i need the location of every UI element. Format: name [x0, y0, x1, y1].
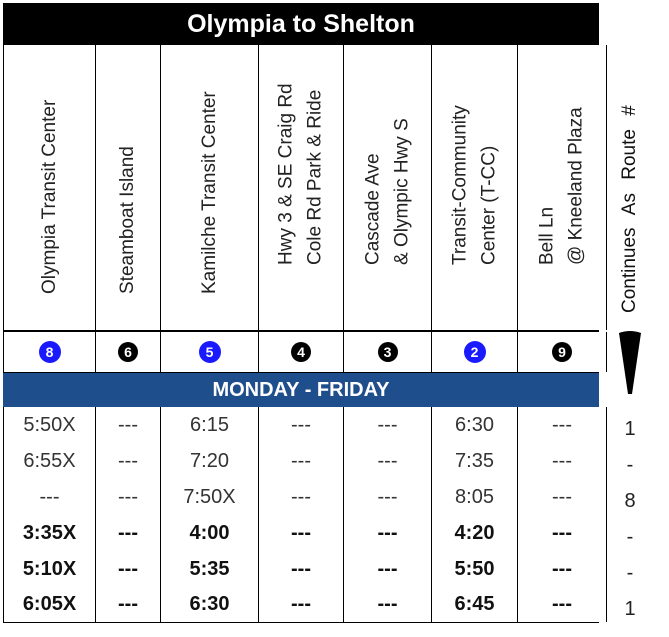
- timepoint-badge: 2: [464, 342, 485, 362]
- departure-time: ---: [96, 443, 161, 479]
- trip-row: 3:35X --- 4:00 --- --- 4:20 ---: [3, 515, 607, 551]
- departure-time: 6:55X: [4, 443, 96, 479]
- stop-name-line: Center (T-CC): [477, 145, 499, 265]
- down-arrow-icon: [619, 331, 641, 394]
- departure-time: ---: [96, 479, 161, 515]
- departure-time: ---: [344, 479, 432, 515]
- departure-time: ---: [344, 443, 432, 479]
- departure-time: 5:10X: [4, 551, 96, 587]
- departure-time: 7:35: [432, 443, 518, 479]
- timepoint-badge: 4: [291, 342, 311, 362]
- trip-row: 5:10X --- 5:35 --- --- 5:50 ---: [3, 551, 607, 587]
- continues-route: 8: [624, 489, 636, 512]
- departure-time: ---: [259, 587, 344, 622]
- departure-time: ---: [518, 479, 607, 515]
- departure-time: ---: [344, 551, 432, 587]
- timetable-title: Olympia to Shelton: [3, 3, 599, 45]
- departure-time: ---: [96, 515, 161, 551]
- continues-route: -: [626, 525, 634, 548]
- timepoint-badge: 8: [39, 342, 60, 362]
- timepoint-badge: 9: [552, 342, 572, 362]
- trip-row: 6:55X --- 7:20 --- --- 7:35 ---: [3, 443, 607, 479]
- departure-time: 6:30: [432, 407, 518, 443]
- timepoint-badge: 3: [377, 342, 398, 362]
- stop-name-line: & Olympic Hwy S: [390, 118, 412, 265]
- timepoint-badge-row: 8 6 5 4 3 2 9: [3, 330, 607, 373]
- departure-time: 5:50X: [4, 407, 96, 443]
- departure-time: ---: [4, 479, 96, 515]
- stop-header: Hwy 3 & SE Craig Rd Cole Rd Park & Ride: [259, 45, 344, 330]
- departure-time: 6:15: [161, 407, 259, 443]
- stop-name-line: Transit-Community: [449, 105, 470, 265]
- continues-label: Continues As Route #: [619, 105, 640, 313]
- departure-time: 6:05X: [4, 587, 96, 622]
- departure-time: 8:05: [432, 479, 518, 515]
- departure-time: ---: [518, 515, 607, 551]
- departure-time: 5:35: [161, 551, 259, 587]
- stop-name-line: Cascade Ave: [362, 153, 383, 265]
- continues-values: 1 - 8 - - 1: [605, 411, 655, 627]
- departure-time: ---: [518, 407, 607, 443]
- departure-time: ---: [259, 479, 344, 515]
- stop-name-line: Cole Rd Park & Ride: [304, 89, 325, 265]
- trip-table: 5:50X --- 6:15 --- --- 6:30 --- 6:55X --…: [3, 407, 607, 623]
- departure-time: 6:30: [161, 587, 259, 622]
- stop-header: Steamboat Island: [96, 45, 161, 330]
- trip-row: 5:50X --- 6:15 --- --- 6:30 ---: [3, 407, 607, 443]
- departure-time: ---: [344, 587, 432, 622]
- stop-header: Bell Ln @ Kneeland Plaza: [518, 45, 607, 330]
- continues-route: 1: [624, 597, 636, 620]
- stop-name-line: @ Kneeland Plaza: [565, 107, 586, 265]
- departure-time: ---: [96, 407, 161, 443]
- departure-time: ---: [259, 407, 344, 443]
- trip-row: 6:05X --- 6:30 --- --- 6:45 ---: [3, 587, 607, 623]
- departure-time: ---: [259, 515, 344, 551]
- departure-time: ---: [518, 551, 607, 587]
- stop-name-line: Hwy 3 & SE Craig Rd: [275, 83, 297, 265]
- trip-row: --- --- 7:50X --- --- 8:05 ---: [3, 479, 607, 515]
- continues-route: -: [626, 561, 634, 584]
- departure-time: 6:45: [432, 587, 518, 622]
- departure-time: 7:50X: [161, 479, 259, 515]
- continues-route: 1: [624, 417, 636, 440]
- service-day-header: MONDAY - FRIDAY: [3, 373, 599, 407]
- departure-time: ---: [259, 551, 344, 587]
- departure-time: ---: [518, 587, 607, 622]
- stop-header-row: Olympia Transit Center Steamboat Island …: [3, 45, 607, 330]
- departure-time: 4:00: [161, 515, 259, 551]
- continues-route: -: [626, 453, 634, 476]
- stop-header: Transit-Community Center (T-CC): [432, 45, 518, 330]
- stop-header: Kamilche Transit Center: [161, 45, 259, 330]
- stop-header: Cascade Ave & Olympic Hwy S: [344, 45, 432, 330]
- departure-time: ---: [344, 515, 432, 551]
- departure-time: ---: [96, 587, 161, 622]
- departure-time: 4:20: [432, 515, 518, 551]
- timepoint-badge: 5: [199, 342, 220, 362]
- stop-header: Olympia Transit Center: [4, 45, 96, 330]
- stop-name-line: Steamboat Island: [116, 145, 138, 294]
- departure-time: 3:35X: [4, 515, 96, 551]
- stop-name-line: Kamilche Transit Center: [198, 90, 220, 294]
- timetable: Olympia to Shelton Olympia Transit Cente…: [3, 3, 607, 623]
- departure-time: 5:50: [432, 551, 518, 587]
- departure-time: ---: [518, 443, 607, 479]
- stop-name-line: Olympia Transit Center: [38, 99, 60, 294]
- stop-name-line: Bell Ln: [536, 206, 558, 265]
- departure-time: ---: [96, 551, 161, 587]
- departure-time: ---: [259, 443, 344, 479]
- timepoint-badge: 6: [118, 342, 138, 362]
- departure-time: ---: [344, 407, 432, 443]
- departure-time: 7:20: [161, 443, 259, 479]
